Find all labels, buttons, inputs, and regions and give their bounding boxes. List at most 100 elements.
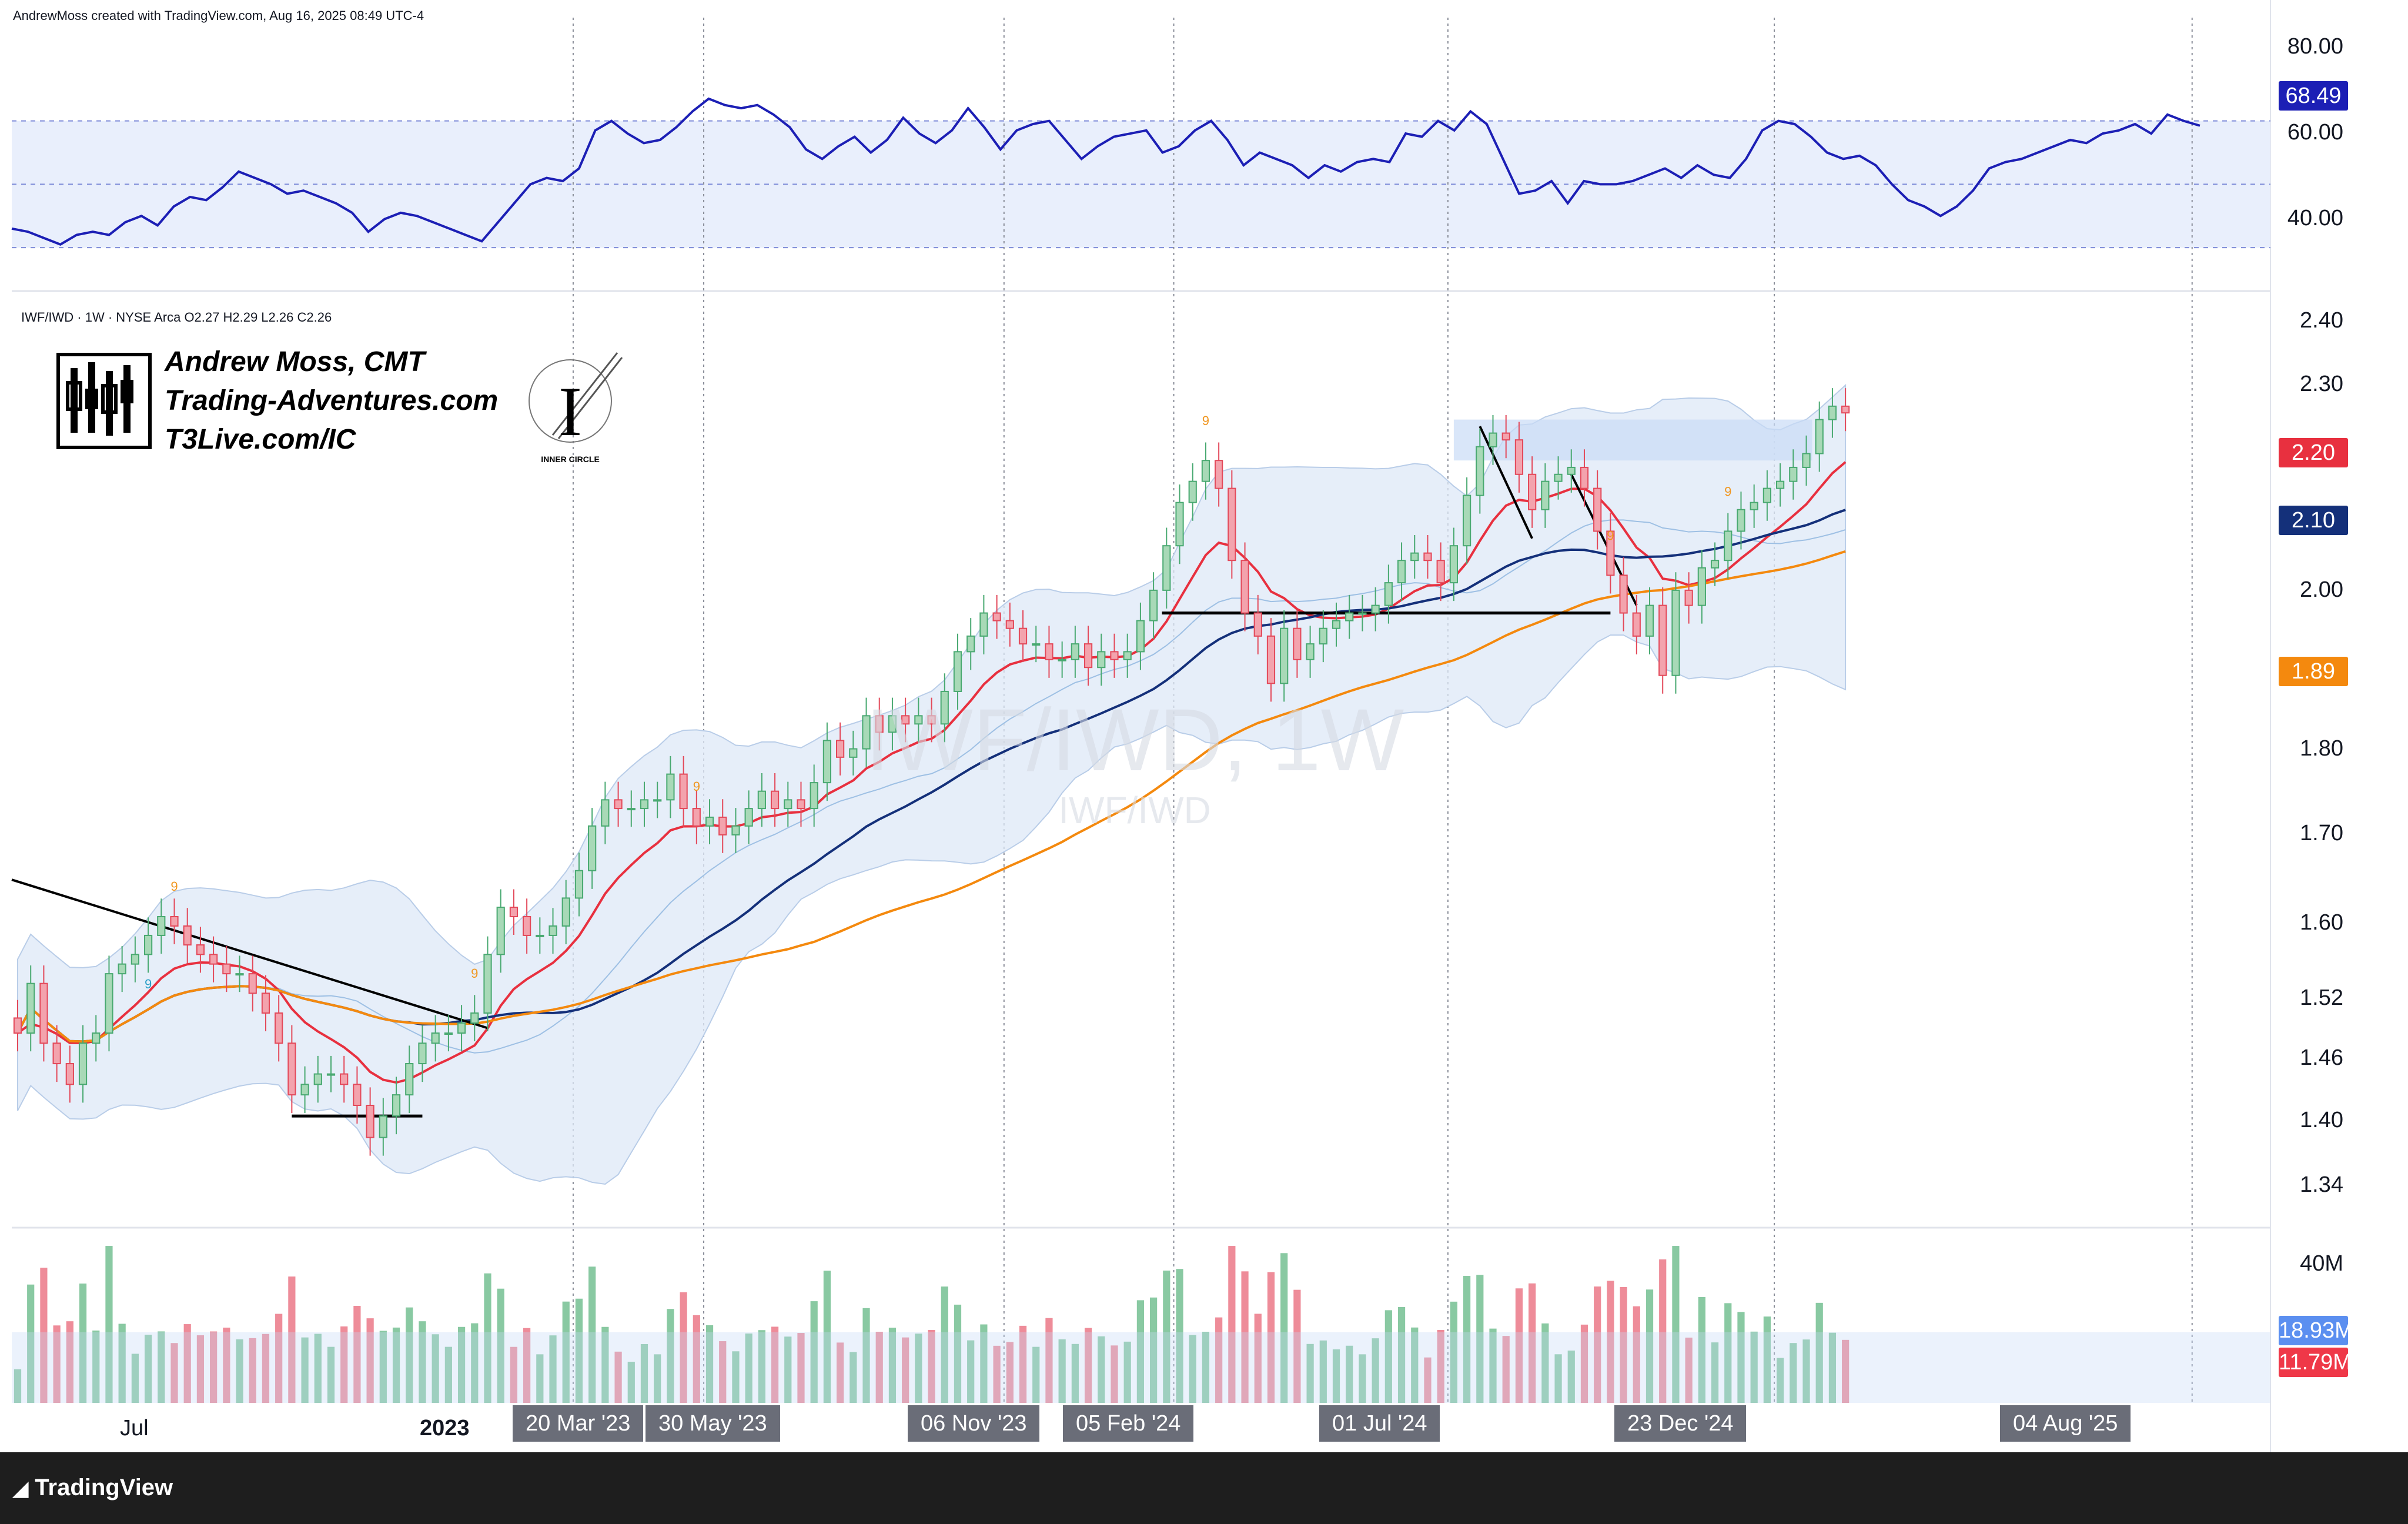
volume-bar: [1136, 1300, 1145, 1403]
resistance-zone: [1453, 419, 1812, 461]
symbol-ohlc-legend[interactable]: IWF/IWD · 1W · NYSE Arca O2.27 H2.29 L2.…: [21, 310, 332, 325]
candle-body: [614, 799, 623, 810]
candle-body: [1045, 643, 1054, 660]
setup-count-mark: 9: [170, 879, 178, 894]
brand-name: Andrew Moss, CMT: [165, 346, 425, 377]
candle-body: [1684, 589, 1693, 606]
x-date-marker[interactable]: 06 Nov '23: [908, 1405, 1040, 1442]
volume-bar: [1790, 1343, 1797, 1403]
volume-bar: [1359, 1354, 1366, 1403]
volume-bar: [732, 1351, 740, 1403]
volume-bar: [667, 1309, 674, 1403]
volume-bar: [1332, 1349, 1340, 1403]
candle-body: [1710, 560, 1720, 569]
volume-bar: [131, 1353, 139, 1403]
candle-body: [1449, 545, 1458, 584]
volume-bar: [1607, 1281, 1614, 1403]
volume-bar: [53, 1325, 61, 1403]
x-axis-label: 2023: [420, 1416, 470, 1441]
inner-circle-seal-icon: I INNER CIRCLE: [517, 347, 623, 464]
candle-body: [836, 740, 845, 758]
volume-bar: [1594, 1286, 1601, 1403]
x-date-marker[interactable]: 30 May '23: [646, 1405, 780, 1442]
candle-body: [1606, 530, 1615, 576]
brand-ic-link[interactable]: T3Live.com/IC: [165, 424, 356, 455]
candle-body: [588, 825, 597, 871]
volume-bar: [810, 1301, 818, 1403]
candle-body: [1514, 439, 1524, 475]
candle-body: [1658, 604, 1667, 676]
volume-bar: [980, 1324, 988, 1403]
candle-body: [1554, 473, 1563, 482]
volume-bar: [1776, 1358, 1784, 1403]
volume-bar: [79, 1284, 87, 1403]
candle-body: [1005, 620, 1014, 629]
candle-body: [784, 799, 792, 810]
candle-body: [52, 1042, 61, 1065]
candle-body: [757, 790, 766, 810]
candle-body: [744, 808, 753, 827]
volume-bar: [797, 1333, 805, 1403]
candle-body: [1253, 612, 1262, 637]
x-date-marker[interactable]: 23 Dec '24: [1614, 1405, 1747, 1442]
volume-axis-label: 40M: [2300, 1251, 2343, 1276]
volume-bar: [1372, 1338, 1379, 1403]
candle-body: [731, 825, 740, 835]
candle-body: [901, 715, 910, 725]
candle-body: [1266, 635, 1276, 684]
price-axis-label: 2.00: [2300, 577, 2343, 602]
candle-body: [1371, 604, 1380, 614]
candle-body: [1136, 620, 1145, 653]
price-axis-label: 1.70: [2300, 821, 2343, 845]
volume-bar: [262, 1333, 270, 1403]
volume-bar: [1384, 1310, 1392, 1403]
candle-body: [1775, 480, 1785, 489]
candle-body: [1423, 552, 1432, 562]
volume-bar: [223, 1327, 230, 1403]
candle-body: [457, 1022, 466, 1034]
x-date-marker[interactable]: 01 Jul '24: [1319, 1405, 1440, 1442]
volume-bar: [1502, 1336, 1510, 1403]
candle-body: [235, 973, 244, 976]
candle-body: [679, 773, 688, 810]
x-date-marker[interactable]: 04 Aug '25: [2000, 1405, 2131, 1442]
candle-body: [574, 870, 584, 899]
candle-body: [1697, 567, 1706, 606]
volume-bar: [601, 1326, 609, 1403]
tradingview-footer-logo[interactable]: ◢ TradingView: [13, 1475, 173, 1501]
x-date-marker[interactable]: 05 Feb '24: [1063, 1405, 1194, 1442]
price-axis-label: 1.46: [2300, 1045, 2343, 1070]
rsi-value-badge: 68.49: [2279, 81, 2348, 111]
candle-body: [1841, 405, 1850, 414]
candle-body: [405, 1063, 414, 1096]
volume-bar: [1346, 1345, 1353, 1403]
x-date-marker[interactable]: 20 Mar '23: [513, 1405, 644, 1442]
volume-bar: [1241, 1271, 1249, 1403]
candle-body: [1018, 627, 1028, 645]
candle-body: [1397, 560, 1406, 584]
volume-bar: [862, 1308, 870, 1403]
volume-bar: [1397, 1306, 1406, 1403]
trend-line: [11, 878, 489, 1030]
setup-count-mark: 9: [1607, 528, 1614, 543]
volume-bar: [888, 1328, 897, 1403]
rsi-axis-label: 80.00: [2287, 34, 2343, 59]
candle-body: [561, 897, 570, 927]
volume-bar: [288, 1276, 296, 1403]
price-axis-label: 2.40: [2300, 308, 2343, 333]
candle-body: [1058, 659, 1066, 661]
volume-bar: [210, 1331, 218, 1403]
volume-bar: [497, 1288, 504, 1403]
candle-body: [1501, 432, 1510, 441]
candle-body: [1162, 545, 1171, 591]
volume-bar: [719, 1341, 727, 1403]
price-axis-label: 1.40: [2300, 1108, 2343, 1132]
moving-average-line: [16, 550, 1846, 1043]
candle-body: [1201, 460, 1210, 482]
volume-bar: [1084, 1328, 1092, 1403]
candle-body: [770, 790, 780, 810]
price-axis-label: 1.52: [2300, 985, 2343, 1010]
candle-body: [1619, 574, 1628, 614]
ma-mid-value-badge: 2.10: [2279, 506, 2348, 535]
candle-body: [1410, 552, 1419, 562]
